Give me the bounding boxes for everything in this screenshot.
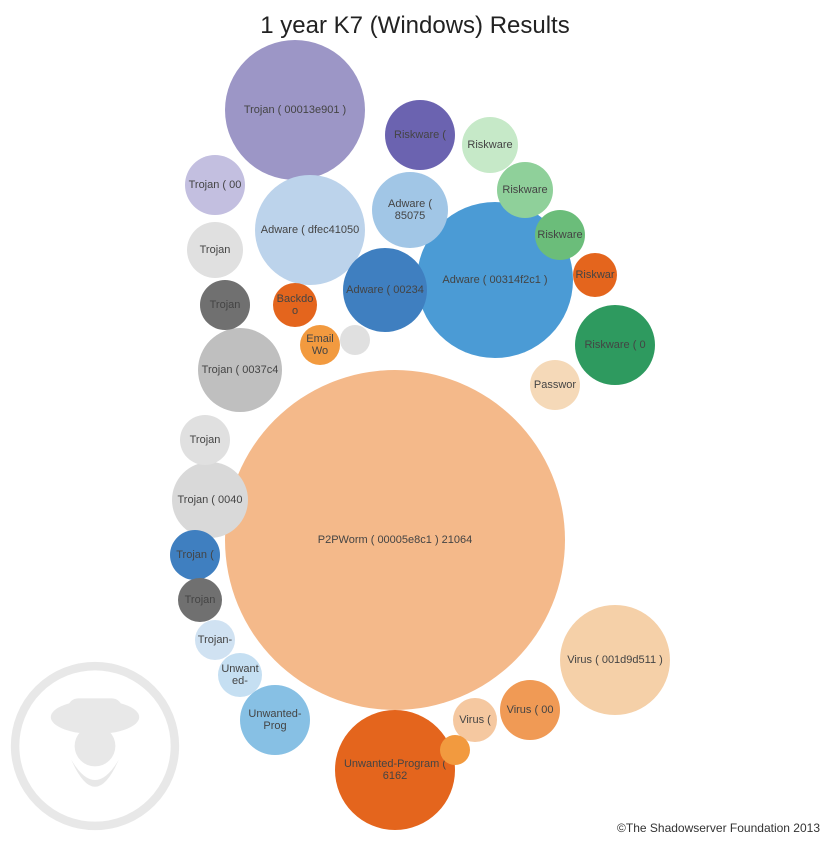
bubble bbox=[340, 325, 370, 355]
bubble: Passwor bbox=[530, 360, 580, 410]
bubble-label: Trojan ( 00013e901 ) bbox=[242, 102, 348, 118]
bubble-label: Trojan bbox=[188, 432, 223, 448]
bubble: Riskware ( bbox=[385, 100, 455, 170]
bubble-label: Riskware bbox=[465, 137, 514, 153]
bubble-label: Adware ( 00314f2c1 ) bbox=[440, 272, 549, 288]
bubble-label: P2PWorm ( 00005e8c1 ) 21064 bbox=[316, 532, 475, 548]
bubble: Unwanted- bbox=[218, 653, 262, 697]
bubble bbox=[440, 735, 470, 765]
bubble-label: Riskwar bbox=[573, 267, 616, 283]
bubble: EmailWo bbox=[300, 325, 340, 365]
bubble: Trojan bbox=[178, 578, 222, 622]
bubble: Unwanted-Program ( 6162 bbox=[335, 710, 455, 830]
bubble-label: Unwanted-Prog bbox=[240, 706, 310, 734]
bubble-label: Virus ( 00 bbox=[505, 702, 556, 718]
bubble: Trojan- bbox=[195, 620, 235, 660]
bubble-label: Riskware bbox=[535, 227, 584, 243]
bubble: Virus ( 001d9d511 ) bbox=[560, 605, 670, 715]
bubble: Trojan bbox=[200, 280, 250, 330]
bubble: Trojan bbox=[187, 222, 243, 278]
bubble: Trojan ( bbox=[170, 530, 220, 580]
bubble-label: Adware ( 00234 bbox=[344, 282, 426, 298]
bubble: Trojan ( 00013e901 ) bbox=[225, 40, 365, 180]
bubble: Riskware ( 0 bbox=[575, 305, 655, 385]
bubble: Adware ( 00234 bbox=[343, 248, 427, 332]
bubble-label: Riskware ( bbox=[392, 127, 448, 143]
bubble-label bbox=[453, 748, 457, 752]
bubble: Trojan ( 0037c4 bbox=[198, 328, 282, 412]
bubble: Trojan bbox=[180, 415, 230, 465]
bubble-label: EmailWo bbox=[300, 331, 340, 359]
bubble-label: Virus ( bbox=[457, 712, 493, 728]
bubble-label: Trojan bbox=[208, 297, 243, 313]
bubble: Riskware bbox=[497, 162, 553, 218]
bubble: Adware ( 85075 bbox=[372, 172, 448, 248]
bubble-label: Trojan ( 0040 bbox=[175, 492, 244, 508]
bubble-label: Adware ( 85075 bbox=[372, 196, 448, 224]
bubble-label: Riskware bbox=[500, 182, 549, 198]
bubble: Riskware bbox=[462, 117, 518, 173]
bubble-label: Trojan ( 00 bbox=[187, 177, 244, 193]
footer-credit: ©The Shadowserver Foundation 2013 bbox=[617, 821, 820, 835]
bubble-label: Trojan ( 0037c4 bbox=[200, 362, 281, 378]
bubble: Trojan ( 0040 bbox=[172, 462, 248, 538]
bubble: Trojan ( 00 bbox=[185, 155, 245, 215]
bubble: Riskware bbox=[535, 210, 585, 260]
bubble-label: Passwor bbox=[532, 377, 578, 393]
bubble-label: Trojan- bbox=[196, 632, 234, 648]
bubble-label: Backdoo bbox=[273, 291, 317, 319]
bubble: Riskwar bbox=[573, 253, 617, 297]
bubble-label: Trojan bbox=[198, 242, 233, 258]
bubble: P2PWorm ( 00005e8c1 ) 21064 bbox=[225, 370, 565, 710]
bubble-label: Trojan bbox=[183, 592, 218, 608]
bubble: Backdoo bbox=[273, 283, 317, 327]
bubble: Unwanted-Prog bbox=[240, 685, 310, 755]
bubble-label: Riskware ( 0 bbox=[582, 337, 647, 353]
bubble-label: Unwanted-Program ( 6162 bbox=[335, 756, 455, 784]
bubble: Virus ( 00 bbox=[500, 680, 560, 740]
bubble-label: Virus ( 001d9d511 ) bbox=[565, 652, 665, 668]
bubble-label bbox=[353, 338, 357, 342]
bubble-label: Unwanted- bbox=[218, 661, 262, 689]
bubble-label: Adware ( dfec41050 bbox=[259, 222, 361, 238]
bubble-chart: P2PWorm ( 00005e8c1 ) 21064 Adware ( 0031… bbox=[0, 0, 830, 841]
bubble-label: Trojan ( bbox=[174, 547, 216, 563]
